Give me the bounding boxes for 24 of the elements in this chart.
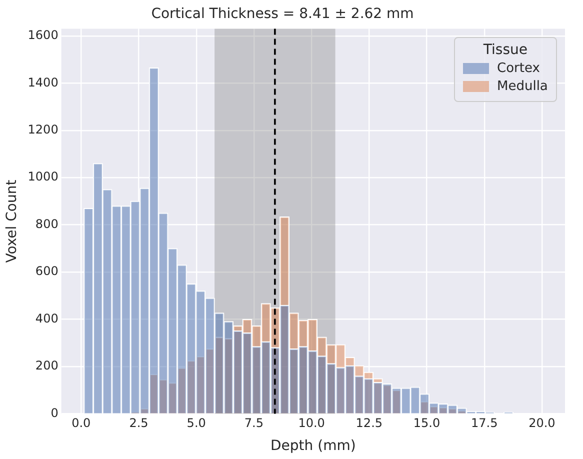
y-tick-label: 0 xyxy=(50,406,58,420)
y-axis-title: Voxel Count xyxy=(4,179,20,263)
x-tick-label: 0.0 xyxy=(72,416,91,430)
x-tick-label: 12.5 xyxy=(356,416,383,430)
x-tick-label: 10.0 xyxy=(298,416,325,430)
x-axis-title: Depth (mm) xyxy=(270,438,356,454)
x-tick-label: 7.5 xyxy=(244,416,264,430)
y-tick-label: 1000 xyxy=(28,170,58,184)
y-tick-label: 800 xyxy=(35,216,58,231)
x-tick-label: 20.0 xyxy=(528,416,556,430)
y-tick-label: 1400 xyxy=(28,75,58,90)
y-tick-label: 200 xyxy=(35,358,58,373)
x-tick-label: 17.5 xyxy=(471,416,498,430)
legend-label: Cortex xyxy=(497,60,540,76)
chart-title: Cortical Thickness = 8.41 ± 2.62 mm xyxy=(151,6,414,22)
y-tick-label: 400 xyxy=(35,311,58,326)
x-tick-label: 2.5 xyxy=(129,416,148,430)
x-tick-label: 15.0 xyxy=(413,416,440,430)
y-tick-label: 600 xyxy=(35,264,58,278)
legend-label: Medulla xyxy=(497,78,548,94)
x-tick-label: 5.0 xyxy=(186,416,206,430)
y-tick-label: 1600 xyxy=(28,28,58,42)
y-tick-label: 1200 xyxy=(28,122,58,136)
legend-title: Tissue xyxy=(482,42,528,58)
